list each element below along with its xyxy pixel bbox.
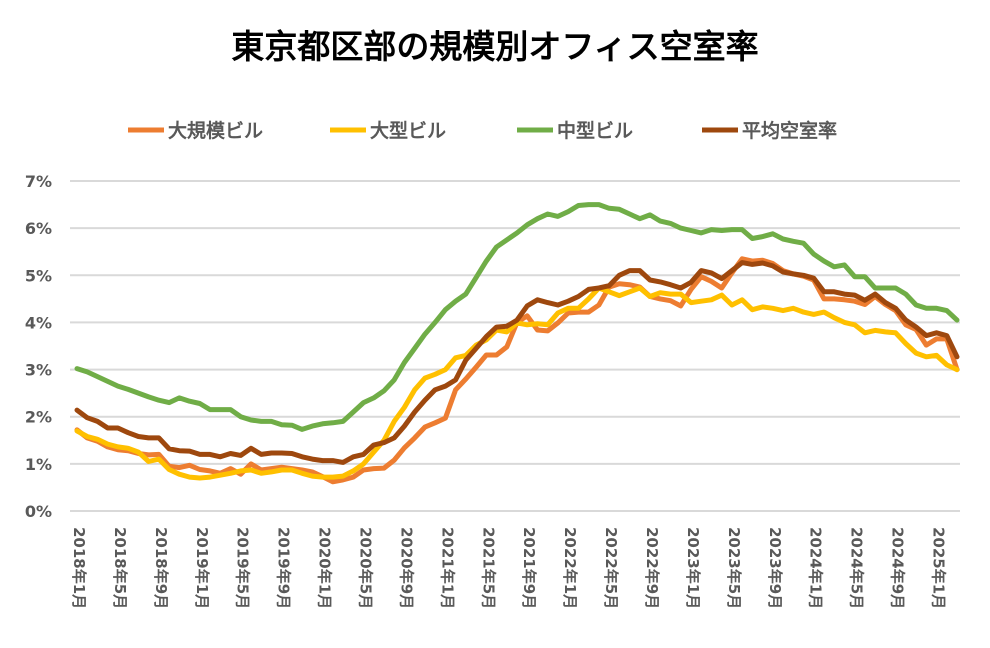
legend-item: 大型ビル <box>330 119 446 142</box>
x-tick-label: 2021年5月 <box>479 527 497 609</box>
y-tick-label: 2% <box>25 408 52 427</box>
x-tick-label: 2023年1月 <box>684 527 702 609</box>
x-tick-label: 2021年1月 <box>438 527 456 609</box>
y-tick-label: 3% <box>25 361 52 380</box>
y-tick-label: 5% <box>25 266 52 285</box>
series-line-2 <box>74 202 960 432</box>
legend-item: 中型ビル <box>517 119 633 142</box>
x-tick-label: 2019年9月 <box>275 527 293 609</box>
x-tick-label: 2023年9月 <box>766 527 784 609</box>
legend-label: 中型ビル <box>557 119 633 142</box>
y-tick-label: 1% <box>25 455 52 474</box>
x-tick-label: 2018年9月 <box>152 527 170 609</box>
series-lines <box>74 202 960 485</box>
y-axis: 0% 1% 2% 3% 4% 5% 6% 7% <box>25 172 52 521</box>
legend: 大規模ビル 大型ビル 中型ビル 平均空室率 <box>128 119 837 142</box>
legend-label: 大型ビル <box>370 119 446 142</box>
x-tick-label: 2020年1月 <box>316 527 334 609</box>
x-tick-label: 2021年9月 <box>520 527 538 609</box>
y-tick-label: 0% <box>25 502 52 521</box>
x-tick-label: 2024年9月 <box>889 527 907 609</box>
x-axis: 2018年1月 2018年5月 2018年9月 2019年1月 2019年5月 2019年… <box>70 527 948 609</box>
x-tick-label: 2019年1月 <box>193 527 211 609</box>
gridlines <box>70 180 960 512</box>
chart-title: 東京都区部の規模別オフィス空室率 <box>231 27 758 66</box>
legend-label: 大規模ビル <box>168 119 263 142</box>
x-tick-label: 2023年5月 <box>725 527 743 609</box>
x-tick-label: 2018年1月 <box>70 527 88 609</box>
y-tick-label: 7% <box>25 172 52 191</box>
x-tick-label: 2022年1月 <box>561 527 579 609</box>
legend-item: 平均空室率 <box>702 119 837 142</box>
x-tick-label: 2024年5月 <box>848 527 866 609</box>
x-tick-label: 2020年5月 <box>357 527 375 609</box>
y-tick-label: 6% <box>25 219 52 238</box>
x-tick-label: 2024年1月 <box>807 527 825 609</box>
legend-label: 平均空室率 <box>742 119 837 142</box>
x-tick-label: 2018年5月 <box>111 527 129 609</box>
x-tick-label: 2022年9月 <box>643 527 661 609</box>
y-tick-label: 4% <box>25 313 52 332</box>
x-tick-label: 2025年1月 <box>930 527 948 609</box>
legend-item: 大規模ビル <box>128 119 263 142</box>
series-line-3 <box>74 260 960 465</box>
x-tick-label: 2022年5月 <box>602 527 620 609</box>
x-tick-label: 2019年5月 <box>234 527 252 609</box>
x-tick-label: 2020年9月 <box>397 527 415 609</box>
